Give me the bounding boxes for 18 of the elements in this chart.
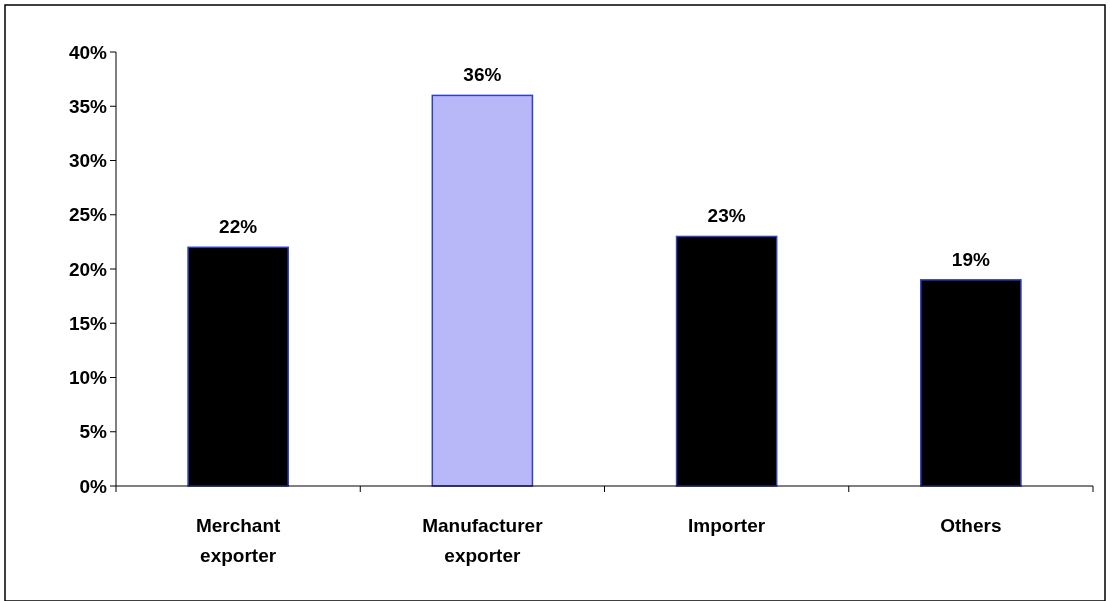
y-tick-label: 40% bbox=[68, 41, 108, 63]
data-label: 22% bbox=[219, 216, 258, 238]
y-tick-label: 10% bbox=[68, 367, 108, 389]
x-tick-label: Manufacturer exporter bbox=[422, 515, 544, 566]
x-tick-label: Merchant exporter bbox=[195, 515, 282, 566]
y-tick-label: 15% bbox=[68, 312, 108, 334]
data-label: 19% bbox=[951, 248, 990, 270]
data-label: 23% bbox=[707, 205, 746, 227]
y-tick-label: 30% bbox=[68, 150, 108, 172]
y-tick-label: 35% bbox=[68, 95, 108, 117]
data-label: 36% bbox=[463, 64, 502, 86]
y-tick-label: 25% bbox=[68, 204, 108, 226]
y-tick-label: 0% bbox=[79, 475, 108, 497]
y-tick-label: 20% bbox=[68, 258, 108, 280]
bar bbox=[431, 94, 534, 487]
y-tick-label: 5% bbox=[79, 421, 108, 443]
x-tick-label: Importer bbox=[688, 515, 766, 536]
x-tick-label: Others bbox=[940, 515, 1002, 536]
